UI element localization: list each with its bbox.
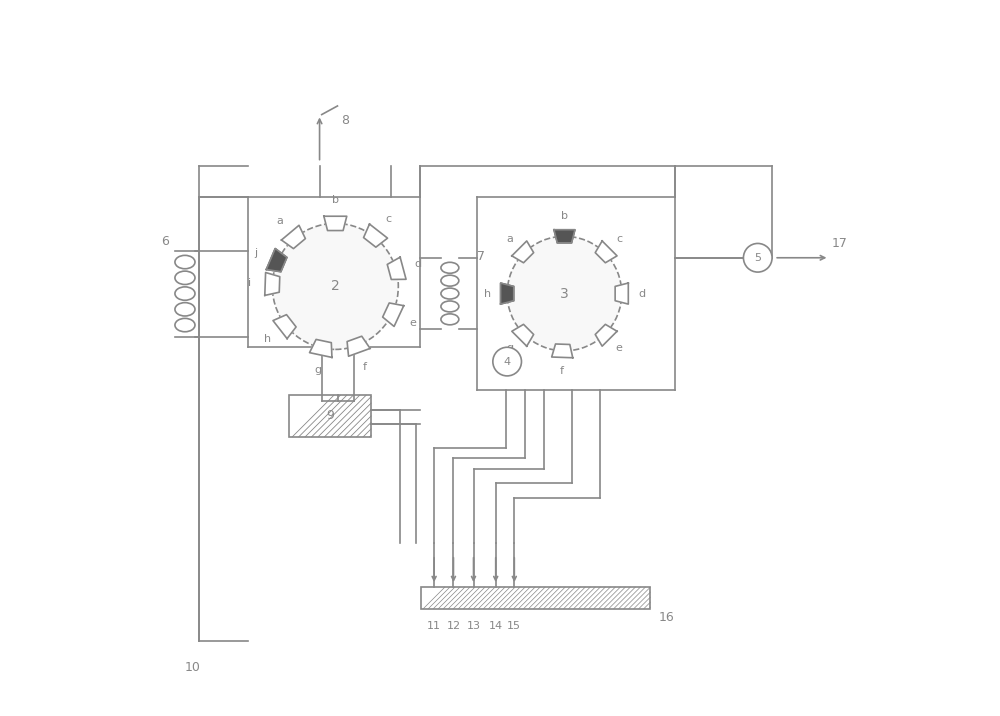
Text: 13: 13 bbox=[467, 621, 481, 632]
Text: f: f bbox=[560, 366, 564, 376]
Text: 17: 17 bbox=[832, 237, 847, 250]
Polygon shape bbox=[310, 339, 332, 357]
Text: 4: 4 bbox=[504, 357, 511, 367]
Text: 3: 3 bbox=[560, 286, 569, 301]
Text: 10: 10 bbox=[184, 661, 200, 674]
Polygon shape bbox=[281, 226, 305, 248]
Polygon shape bbox=[324, 216, 347, 231]
Text: g: g bbox=[506, 343, 513, 353]
Polygon shape bbox=[265, 273, 280, 296]
Text: d: d bbox=[415, 259, 422, 269]
Text: 12: 12 bbox=[446, 621, 461, 632]
Polygon shape bbox=[595, 241, 617, 263]
Circle shape bbox=[743, 243, 772, 272]
Text: a: a bbox=[277, 216, 284, 226]
Text: f: f bbox=[363, 362, 367, 372]
Text: 6: 6 bbox=[161, 235, 169, 248]
Text: c: c bbox=[385, 213, 391, 223]
Text: 9: 9 bbox=[326, 410, 334, 422]
Polygon shape bbox=[273, 314, 296, 339]
Polygon shape bbox=[552, 344, 573, 358]
Text: 8: 8 bbox=[341, 114, 349, 127]
Text: 2: 2 bbox=[331, 279, 340, 294]
Circle shape bbox=[272, 223, 398, 349]
Text: 14: 14 bbox=[489, 621, 503, 632]
Polygon shape bbox=[501, 283, 514, 304]
Polygon shape bbox=[387, 257, 406, 279]
Bar bbox=[289, 395, 371, 437]
Polygon shape bbox=[383, 303, 404, 326]
Polygon shape bbox=[554, 230, 575, 243]
Text: j: j bbox=[255, 248, 258, 258]
Text: e: e bbox=[410, 318, 417, 328]
Polygon shape bbox=[266, 248, 287, 272]
Text: g: g bbox=[314, 365, 321, 375]
Circle shape bbox=[507, 236, 622, 351]
Text: a: a bbox=[506, 234, 513, 244]
Polygon shape bbox=[595, 324, 617, 346]
Text: i: i bbox=[248, 279, 251, 289]
Text: 15: 15 bbox=[507, 621, 521, 632]
Polygon shape bbox=[512, 324, 534, 346]
Circle shape bbox=[493, 347, 521, 376]
Text: h: h bbox=[264, 334, 271, 344]
Text: 16: 16 bbox=[659, 611, 675, 624]
Text: 7: 7 bbox=[477, 250, 485, 263]
Text: h: h bbox=[484, 289, 491, 299]
Polygon shape bbox=[364, 224, 388, 247]
Text: d: d bbox=[638, 289, 645, 299]
Text: b: b bbox=[332, 195, 339, 205]
Polygon shape bbox=[615, 283, 628, 304]
Bar bbox=[421, 587, 650, 609]
Text: c: c bbox=[616, 234, 622, 244]
Text: e: e bbox=[616, 343, 623, 353]
Polygon shape bbox=[512, 241, 534, 263]
Polygon shape bbox=[347, 337, 370, 357]
Text: 11: 11 bbox=[427, 621, 441, 632]
Text: b: b bbox=[561, 211, 568, 221]
Text: 5: 5 bbox=[754, 253, 761, 263]
